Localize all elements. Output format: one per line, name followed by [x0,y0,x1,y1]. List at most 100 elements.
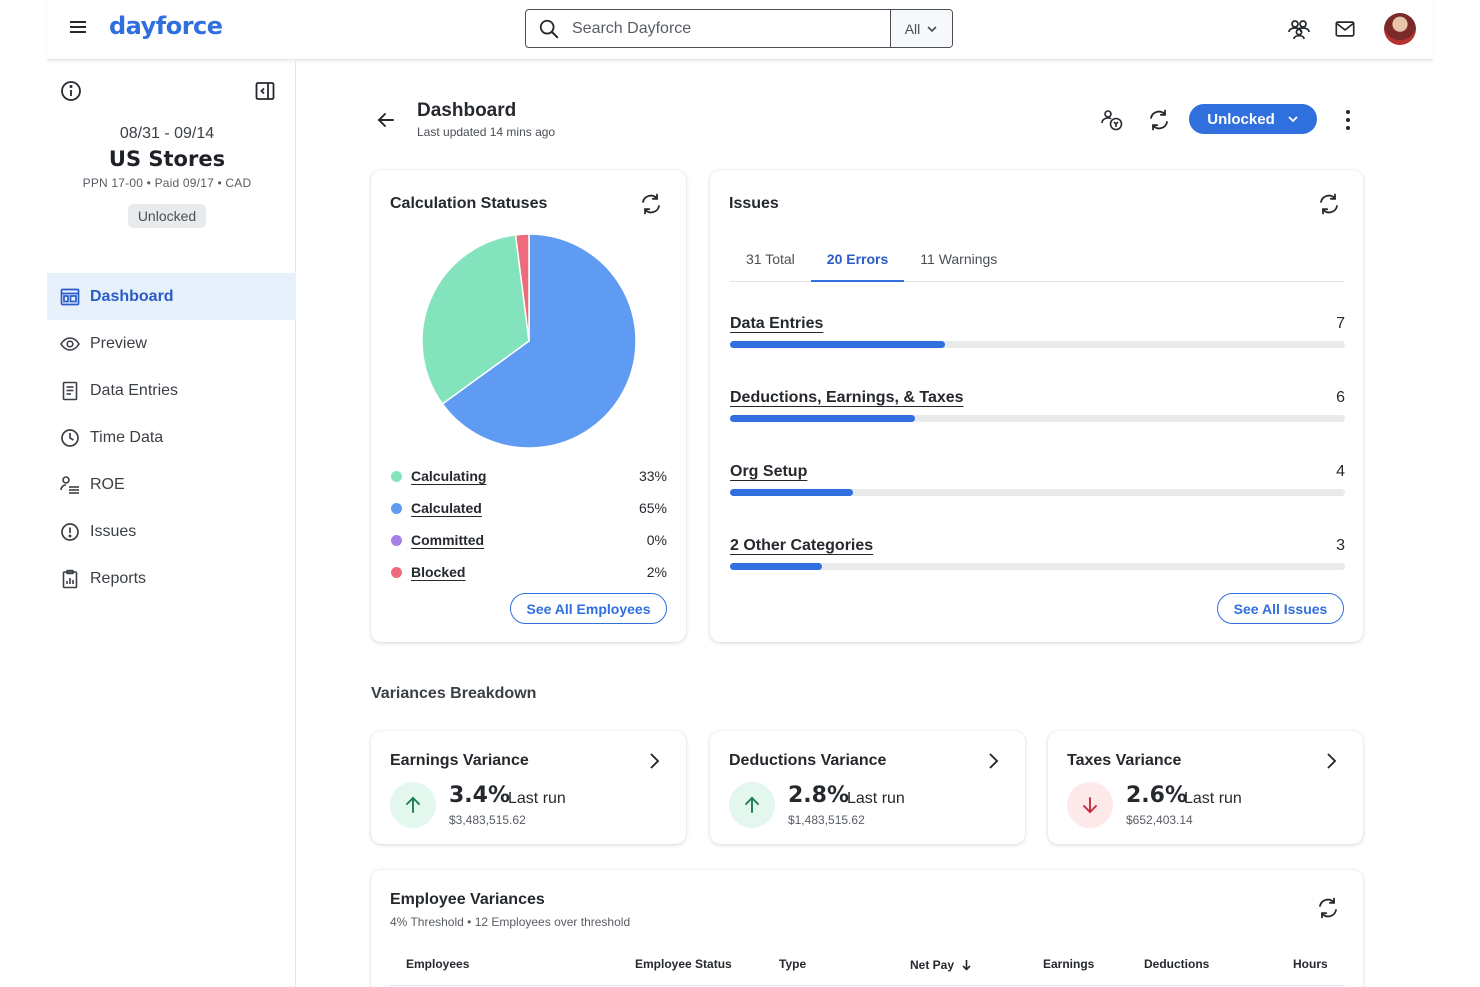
taxes-variance-card[interactable]: Taxes Variance 2.6% Last run $652,403.14 [1048,731,1363,844]
people-sync-icon[interactable] [1099,107,1125,133]
issue-category-link[interactable]: Org Setup [730,463,808,480]
card-title: Calculation Statuses [390,195,548,212]
menu-icon[interactable] [67,18,89,40]
sidebar: 08/31 - 09/14 US Stores PPN 17-00 • Paid… [47,61,296,987]
last-updated: Last updated 14 mins ago [417,125,556,139]
legend-label-link[interactable]: Committed [411,532,485,548]
info-icon[interactable] [59,79,83,103]
refresh-icon[interactable] [639,192,663,216]
avatar[interactable] [1384,13,1416,45]
sidebar-item-label: Data Entries [90,381,179,399]
issue-progress-fill [730,415,915,422]
threshold-summary: 4% Threshold • 12 Employees over thresho… [390,915,631,929]
tab-errors[interactable]: 20 Errors [810,244,905,282]
status-badge: Unlocked [128,204,206,228]
sidebar-item-reports[interactable]: Reports [47,555,296,602]
pay-period-meta: PPN 17-00 • Paid 09/17 • CAD [82,176,252,190]
legend-value: 33% [638,468,667,484]
issue-count: 7 [1336,315,1345,332]
variance-run-label: Last run [847,790,905,807]
pie-slice-blocked[interactable] [514,233,530,342]
issue-count: 4 [1336,463,1345,480]
issue-progress-track [730,341,1345,348]
legend-swatch [391,470,402,482]
refresh-icon[interactable] [1146,107,1172,133]
pie-legend: Calculating 33% Calculated 65% Committed… [391,460,667,588]
variance-percent: 3.4% [449,783,511,808]
clipboard-icon [60,569,80,589]
see-all-employees-button[interactable]: See All Employees [510,593,667,624]
unlock-status-label: Unlocked [1207,110,1275,128]
unlock-status-button[interactable]: Unlocked [1189,104,1317,134]
issue-category-link[interactable]: 2 Other Categories [730,537,874,554]
column-header-hours[interactable]: Hours [1293,957,1328,971]
pie-slice-calculating[interactable] [421,234,530,405]
column-header-employees[interactable]: Employees [406,957,470,971]
variances-section-title: Variances Breakdown [371,685,537,702]
sidebar-item-data-entries[interactable]: Data Entries [47,367,296,414]
chevron-right-icon[interactable] [1321,751,1341,771]
column-header-deductions[interactable]: Deductions [1144,957,1210,971]
issue-row: 2 Other Categories 3 [730,537,1345,577]
tab-total[interactable]: 31 Total [746,251,795,267]
issue-row: Deductions, Earnings, & Taxes 6 [730,389,1345,429]
sidebar-item-label: Dashboard [90,287,174,305]
pie-slice-calculated[interactable] [441,233,637,449]
see-all-issues-button[interactable]: See All Issues [1217,593,1344,624]
column-header-type[interactable]: Type [779,957,807,971]
column-header-net-pay[interactable]: Net Pay [910,957,972,972]
search-input[interactable] [572,10,890,47]
sidebar-item-label: Time Data [90,428,164,446]
document-icon [60,381,80,401]
search-icon [526,10,572,47]
earnings-variance-card[interactable]: Earnings Variance 3.4% Last run $3,483,5… [371,731,686,844]
sidebar-item-roe[interactable]: ROE [47,461,296,508]
refresh-icon[interactable] [1316,896,1340,920]
legend-label-link[interactable]: Blocked [411,564,466,580]
search-scope-label: All [904,20,921,37]
sidebar-item-preview[interactable]: Preview [47,320,296,367]
issue-progress-track [730,563,1345,570]
collapse-sidebar-icon[interactable] [253,79,277,103]
more-options-icon[interactable] [1335,107,1361,133]
card-title: Taxes Variance [1067,752,1182,769]
sidebar-item-label: Preview [90,334,147,352]
chevron-right-icon[interactable] [644,751,664,771]
refresh-icon[interactable] [1317,192,1341,216]
sidebar-item-time-data[interactable]: Time Data [47,414,296,461]
legend-label-link[interactable]: Calculated [411,500,482,516]
tab-warnings[interactable]: 11 Warnings [920,251,998,267]
issue-category-link[interactable]: Deductions, Earnings, & Taxes [730,389,964,406]
logo[interactable]: dayforce [109,12,223,40]
sidebar-item-label: Reports [90,569,147,587]
legend-label-link[interactable]: Calculating [411,468,487,484]
deductions-variance-card[interactable]: Deductions Variance 2.8% Last run $1,483… [710,731,1025,844]
variance-percent: 2.6% [1126,783,1188,808]
issue-progress-fill [730,489,853,496]
calculation-pie-chart [421,233,637,449]
column-header-earnings[interactable]: Earnings [1043,957,1095,971]
mail-icon[interactable] [1332,16,1358,42]
people-icon[interactable] [1286,16,1312,42]
search-scope-select[interactable]: All [890,10,952,47]
legend-row-calculating: Calculating 33% [391,460,667,492]
column-header-employee-status[interactable]: Employee Status [635,957,732,971]
alert-icon [60,522,80,542]
legend-swatch [391,566,402,578]
sidebar-item-issues[interactable]: Issues [47,508,296,555]
card-title: Deductions Variance [729,752,887,769]
issue-progress-fill [730,563,823,570]
legend-row-calculated: Calculated 65% [391,492,667,524]
sidebar-item-dashboard[interactable]: Dashboard [47,273,296,320]
arrow-up-icon [729,782,775,828]
issue-count: 3 [1336,537,1345,554]
legend-value: 2% [646,564,667,580]
arrow-down-icon [1067,782,1113,828]
chevron-right-icon[interactable] [983,751,1003,771]
sidebar-nav: Dashboard Preview Data Entries Time Data… [47,273,296,602]
issue-category-link[interactable]: Data Entries [730,315,824,332]
clock-icon [60,428,80,448]
back-arrow-icon[interactable] [374,108,398,132]
pay-group-name: US Stores [108,147,226,171]
issue-row: Org Setup 4 [730,463,1345,503]
